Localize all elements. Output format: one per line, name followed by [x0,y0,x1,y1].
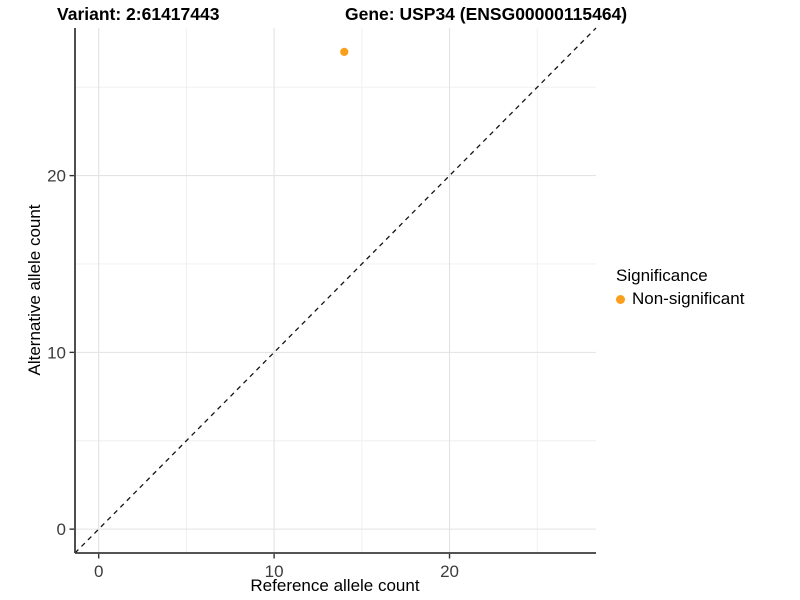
legend-item: Non-significant [616,289,744,309]
tick-labels: 0 10 20 0 10 20 [47,167,459,581]
y-axis-title: Alternative allele count [25,204,44,375]
tick-marks [69,174,451,559]
y-tick-label: 0 [57,520,66,539]
y-tick-label: 10 [47,343,66,362]
x-tick-label: 20 [440,562,459,581]
identity-line-group [74,27,597,554]
major-gridlines [75,28,596,553]
minor-gridlines [75,28,596,553]
y-tick-label: 20 [47,167,66,186]
legend-item-label: Non-significant [632,289,745,308]
x-tick-label: 10 [265,562,284,581]
legend-key-dot-icon [616,294,625,304]
data-point [340,47,349,56]
x-tick-label: 0 [94,562,103,581]
variant-title: Variant: 2:61417443 [57,4,220,24]
identity-line [74,27,597,554]
legend-items: Non-significant [616,289,744,309]
data-points [340,47,349,56]
gene-title: Gene: USP34 (ENSG00000115464) [345,4,627,24]
legend: Significance Non-significant [616,266,744,309]
axis-lines [74,28,596,554]
x-axis-title: Reference allele count [250,576,419,595]
legend-title: Significance [616,266,708,285]
